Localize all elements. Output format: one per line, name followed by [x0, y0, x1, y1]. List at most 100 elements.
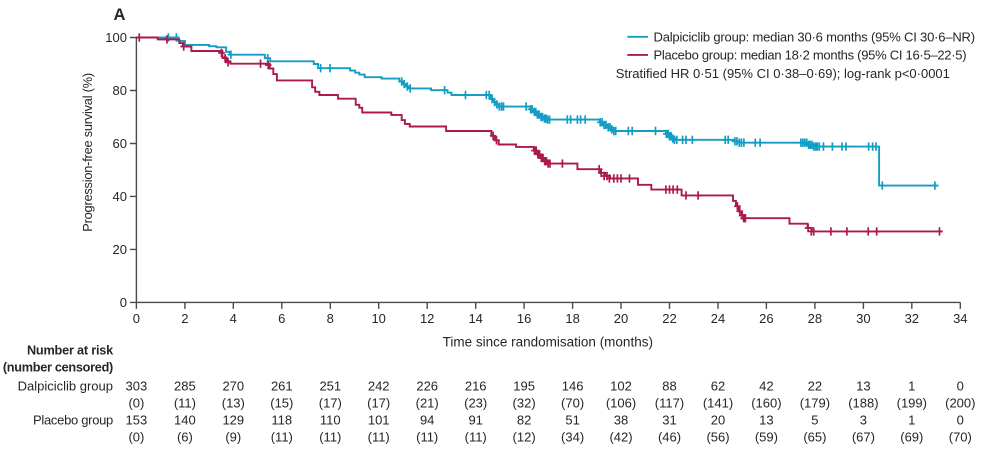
svg-text:8: 8 [327, 311, 334, 326]
svg-text:Progression-free survival (%): Progression-free survival (%) [80, 73, 95, 232]
svg-text:(179): (179) [800, 396, 830, 411]
svg-text:(46): (46) [658, 430, 681, 445]
svg-text:3: 3 [860, 413, 867, 428]
svg-text:129: 129 [222, 413, 244, 428]
svg-text:(59): (59) [755, 430, 778, 445]
svg-text:14: 14 [468, 311, 482, 326]
svg-text:(34): (34) [561, 430, 584, 445]
svg-text:216: 216 [465, 379, 487, 394]
svg-text:34: 34 [953, 311, 967, 326]
svg-text:(23): (23) [464, 396, 487, 411]
svg-text:0: 0 [957, 379, 964, 394]
svg-text:303: 303 [126, 379, 148, 394]
svg-text:31: 31 [662, 413, 676, 428]
svg-text:(11): (11) [368, 430, 390, 445]
svg-text:Stratified HR 0·51 (95% CI 0·3: Stratified HR 0·51 (95% CI 0·38–0·69); l… [616, 66, 950, 81]
svg-text:62: 62 [711, 379, 725, 394]
svg-text:42: 42 [759, 379, 773, 394]
svg-text:(200): (200) [945, 396, 975, 411]
svg-text:(67): (67) [852, 430, 875, 445]
svg-text:18: 18 [565, 311, 579, 326]
svg-text:2: 2 [181, 311, 188, 326]
svg-text:261: 261 [271, 379, 293, 394]
svg-text:195: 195 [513, 379, 535, 394]
svg-text:140: 140 [174, 413, 196, 428]
svg-text:10: 10 [371, 311, 385, 326]
svg-text:(11): (11) [416, 430, 438, 445]
svg-text:(141): (141) [703, 396, 733, 411]
svg-text:30: 30 [856, 311, 870, 326]
svg-text:(17): (17) [367, 396, 390, 411]
svg-text:88: 88 [662, 379, 676, 394]
svg-text:(69): (69) [900, 430, 923, 445]
svg-text:(56): (56) [706, 430, 729, 445]
svg-text:251: 251 [319, 379, 341, 394]
svg-text:(188): (188) [848, 396, 878, 411]
svg-text:0: 0 [957, 413, 964, 428]
svg-text:(13): (13) [222, 396, 245, 411]
svg-text:0: 0 [133, 311, 140, 326]
svg-text:Dalpiciclib group: median 30·6: Dalpiciclib group: median 30·6 months (9… [654, 30, 975, 45]
svg-text:226: 226 [416, 379, 438, 394]
svg-text:(11): (11) [319, 430, 341, 445]
svg-text:Placebo group: Placebo group [33, 413, 113, 428]
svg-text:60: 60 [113, 136, 127, 151]
svg-text:(21): (21) [416, 396, 439, 411]
svg-text:26: 26 [759, 311, 773, 326]
svg-text:A: A [114, 6, 126, 24]
svg-text:20: 20 [113, 242, 127, 257]
svg-text:(106): (106) [606, 396, 636, 411]
svg-text:(32): (32) [513, 396, 536, 411]
svg-text:32: 32 [905, 311, 919, 326]
svg-text:270: 270 [222, 379, 244, 394]
svg-text:(11): (11) [271, 430, 293, 445]
svg-text:16: 16 [517, 311, 531, 326]
svg-text:(70): (70) [949, 430, 972, 445]
svg-text:(15): (15) [270, 396, 293, 411]
svg-text:38: 38 [614, 413, 628, 428]
svg-text:(11): (11) [465, 430, 487, 445]
svg-text:4: 4 [230, 311, 237, 326]
svg-text:(12): (12) [513, 430, 536, 445]
svg-text:(160): (160) [751, 396, 781, 411]
svg-text:100: 100 [105, 30, 127, 45]
svg-text:153: 153 [126, 413, 148, 428]
svg-text:94: 94 [420, 413, 434, 428]
svg-text:0: 0 [120, 295, 127, 310]
svg-text:(11): (11) [174, 396, 196, 411]
svg-text:(9): (9) [225, 430, 241, 445]
svg-text:(number censored): (number censored) [3, 361, 113, 375]
svg-text:Number at risk: Number at risk [27, 344, 114, 358]
svg-text:22: 22 [662, 311, 676, 326]
svg-text:Dalpiciclib group: Dalpiciclib group [18, 379, 113, 394]
svg-text:(117): (117) [655, 396, 684, 411]
svg-text:(65): (65) [803, 430, 826, 445]
svg-text:13: 13 [759, 413, 773, 428]
svg-text:82: 82 [517, 413, 531, 428]
svg-text:51: 51 [565, 413, 579, 428]
svg-text:285: 285 [174, 379, 196, 394]
svg-text:(17): (17) [319, 396, 342, 411]
svg-text:146: 146 [562, 379, 584, 394]
svg-text:102: 102 [610, 379, 632, 394]
svg-text:5: 5 [811, 413, 818, 428]
svg-text:12: 12 [420, 311, 434, 326]
svg-text:(199): (199) [897, 396, 927, 411]
svg-text:(0): (0) [128, 396, 144, 411]
svg-text:(70): (70) [561, 396, 584, 411]
svg-text:28: 28 [808, 311, 822, 326]
svg-text:22: 22 [808, 379, 822, 394]
svg-text:(6): (6) [177, 430, 193, 445]
svg-text:20: 20 [711, 413, 725, 428]
svg-text:24: 24 [711, 311, 725, 326]
svg-text:(42): (42) [609, 430, 632, 445]
svg-text:20: 20 [614, 311, 628, 326]
svg-text:110: 110 [320, 413, 341, 428]
svg-text:91: 91 [468, 413, 482, 428]
svg-text:Placebo group: median 18·2 mon: Placebo group: median 18·2 months (95% C… [654, 48, 967, 63]
svg-text:Time since randomisation (mont: Time since randomisation (months) [443, 335, 653, 350]
svg-text:(0): (0) [128, 430, 144, 445]
svg-text:242: 242 [368, 379, 390, 394]
svg-text:1: 1 [908, 413, 915, 428]
svg-text:6: 6 [278, 311, 285, 326]
